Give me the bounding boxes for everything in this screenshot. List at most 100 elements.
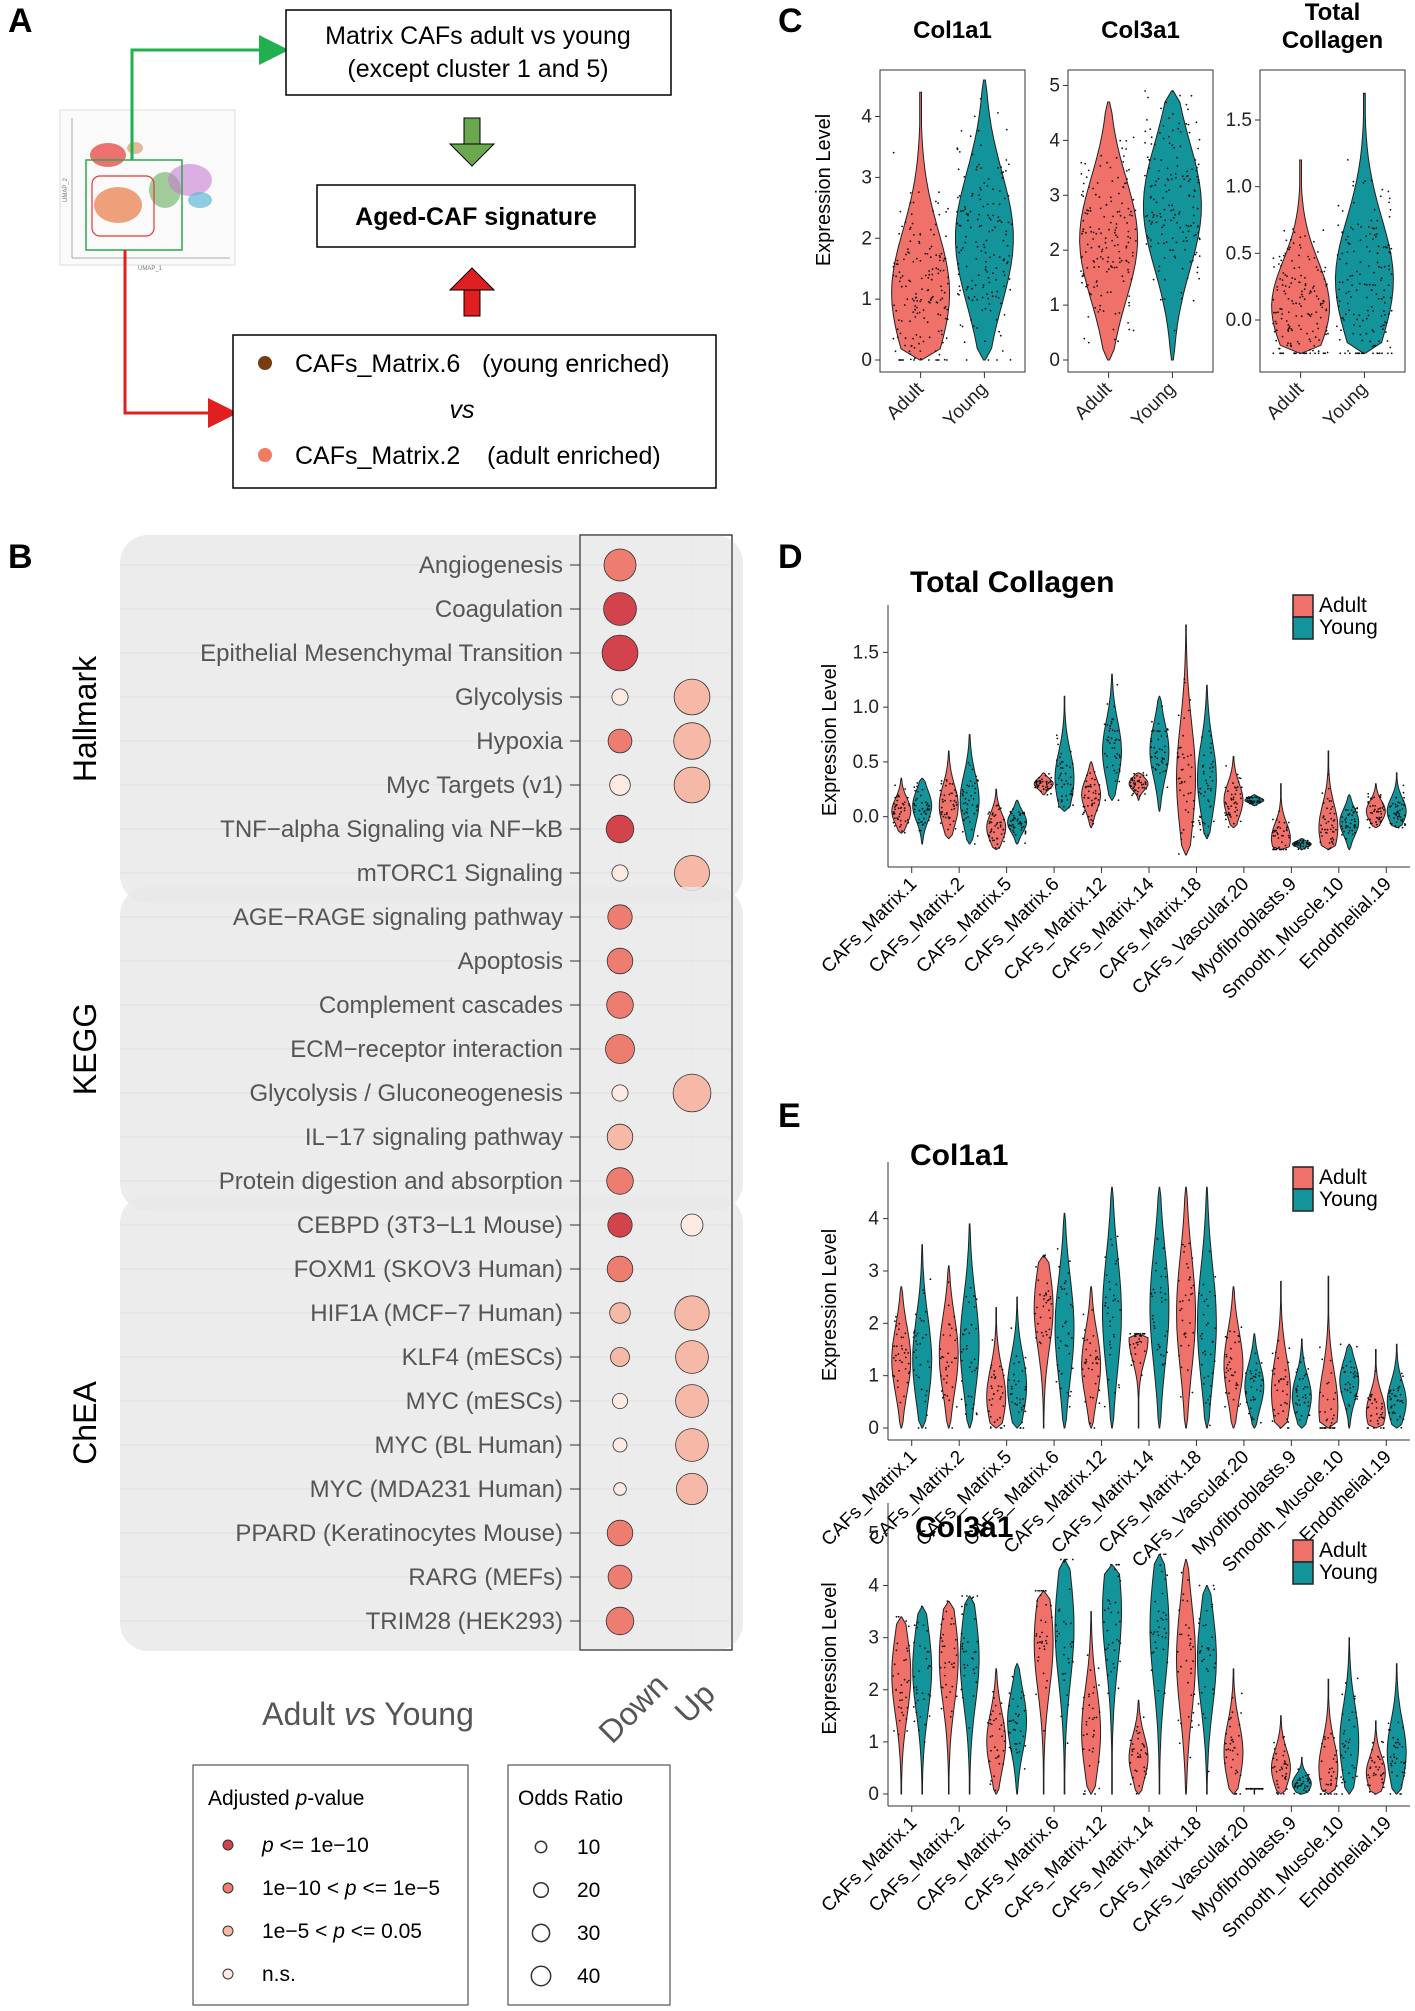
violin-cafs_matrix.18-adult-point xyxy=(1181,1319,1184,1322)
c-adult-point xyxy=(1300,305,1302,307)
c-adult-point xyxy=(1298,266,1301,269)
violin-cafs_matrix.12-adult-point xyxy=(1093,1427,1096,1429)
c-adult-point xyxy=(1282,352,1285,355)
c-adult-point xyxy=(1113,244,1116,247)
c-adult-point xyxy=(1134,228,1137,231)
c-young-point xyxy=(1159,132,1161,134)
violin-cafs_matrix.18-adult-point xyxy=(1177,714,1180,717)
violin-cafs_matrix.2-young-point xyxy=(972,798,975,800)
c-adult-point xyxy=(1273,266,1275,268)
c-young-point xyxy=(1380,277,1383,279)
violin-cafs_matrix.18-adult-point xyxy=(1183,1251,1185,1253)
violin-cafs_matrix.2-adult-point xyxy=(956,1337,959,1340)
c-young-point xyxy=(1365,284,1368,286)
c-adult-point xyxy=(1284,252,1287,255)
c-adult-point xyxy=(935,359,937,361)
violin-cafs_matrix.5-adult-point xyxy=(992,839,994,842)
c-young-point xyxy=(1194,159,1197,161)
violin-smooth_muscle.10-adult-point xyxy=(1331,830,1334,833)
violin-cafs_matrix.6-young-point xyxy=(1066,782,1069,785)
c-young-point xyxy=(1008,255,1010,257)
violin-smooth_muscle.10-young-point xyxy=(1344,1370,1346,1373)
violin-smooth_muscle.10-young-point xyxy=(1342,1778,1344,1781)
violin-myofibroblasts.9-young-violin xyxy=(1291,1757,1312,1795)
violin-cafs_matrix.14-adult-point xyxy=(1139,1332,1142,1335)
violin-cafs_matrix.2-young-point xyxy=(976,1640,978,1643)
violin-smooth_muscle.10-young-point xyxy=(1345,1364,1348,1367)
violin-cafs_matrix.12-adult-point xyxy=(1094,778,1096,781)
violin-cafs_matrix.5-young-point xyxy=(1024,1367,1027,1370)
c-young-point xyxy=(1190,94,1193,97)
violin-cafs_matrix.6-young-point xyxy=(1056,1336,1059,1339)
violin-myofibroblasts.9-young-point xyxy=(1302,1377,1304,1380)
c-young-point xyxy=(989,218,992,221)
violin-cafs_vascular.20-adult-point xyxy=(1225,765,1227,767)
c-young-point xyxy=(1006,262,1008,265)
c-adult-point xyxy=(1290,345,1293,348)
violin-cafs_matrix.5-young-point xyxy=(1013,1362,1015,1365)
violin-cafs_matrix.6-adult-point xyxy=(1045,1330,1047,1333)
c-young-point xyxy=(1347,350,1349,352)
green-connector-arrow xyxy=(130,35,289,160)
violin-smooth_muscle.10-adult-point xyxy=(1324,1427,1326,1429)
violin-cafs_matrix.6-young-point xyxy=(1061,795,1063,798)
c-adult-point xyxy=(917,191,920,194)
violin-cafs_matrix.12-adult-point xyxy=(1090,814,1093,817)
c-young-point xyxy=(1005,233,1007,236)
c-adult-point xyxy=(1322,300,1325,303)
violin-cafs_matrix.12-young-point xyxy=(1116,729,1119,732)
violin-cafs_matrix.12-adult-point xyxy=(1092,1707,1094,1710)
violin-myofibroblasts.9-young-point xyxy=(1307,1778,1310,1781)
violin-endothelial.19-adult-point xyxy=(1369,1420,1372,1422)
violin-cafs_matrix.12-adult-point xyxy=(1081,1707,1084,1710)
c-adult-point xyxy=(1312,287,1314,289)
c-young-point xyxy=(975,258,978,260)
violin-cafs_matrix.18-adult-point xyxy=(1182,1599,1184,1602)
violin-cafs_matrix.2-young-point xyxy=(962,802,965,805)
violin-cafs_matrix.2-adult-point xyxy=(955,791,958,794)
violin-cafs_matrix.12-adult-point xyxy=(1084,1790,1086,1792)
violin-cafs_matrix.5-adult-point xyxy=(988,811,991,814)
violin-cafs_matrix.14-young-point xyxy=(1166,1574,1169,1577)
c-young-point xyxy=(1146,156,1149,159)
violin-endothelial.19-young-point xyxy=(1397,1738,1399,1741)
c-young-point xyxy=(1380,325,1382,328)
violin-cafs_matrix.5-adult-point xyxy=(1002,828,1004,831)
c-young-point xyxy=(1352,184,1355,187)
violin-cafs_matrix.6-adult-point xyxy=(1043,1298,1045,1300)
c-adult-point xyxy=(1105,247,1108,249)
violin-smooth_muscle.10-adult-point xyxy=(1331,805,1334,808)
violin-cafs_matrix.12-young-point xyxy=(1118,739,1120,741)
violin-myofibroblasts.9-adult-point xyxy=(1271,1369,1274,1372)
violin-cafs_matrix.18-young-point xyxy=(1209,1395,1212,1398)
c-young-point xyxy=(1179,145,1182,148)
violin-myofibroblasts.9-young-point xyxy=(1302,1776,1304,1779)
violin-myofibroblasts.9-adult-violin xyxy=(1270,1715,1291,1795)
ytick-label: 1 xyxy=(868,1732,879,1753)
violin-endothelial.19-young-point xyxy=(1403,1775,1406,1777)
c-young-point xyxy=(999,302,1002,305)
c-adult-point xyxy=(1326,351,1329,354)
violin-cafs_matrix.2-adult-point xyxy=(946,1600,949,1603)
violin-cafs_vascular.20-adult-point xyxy=(1224,812,1226,814)
violin-myofibroblasts.9-young-point xyxy=(1297,843,1300,845)
c-adult-point xyxy=(1296,340,1299,343)
violin-cafs_matrix.1-adult-point xyxy=(899,807,902,809)
term-label: Glycolysis / Gluconeogenesis xyxy=(250,1080,563,1107)
c-young-point xyxy=(1370,179,1373,182)
violin-endothelial.19-young-point xyxy=(1403,1762,1405,1765)
violin-cafs_matrix.5-adult-point xyxy=(994,814,997,816)
violin-cafs_matrix.2-young-point xyxy=(962,1333,964,1336)
violin-cafs_matrix.2-adult-point xyxy=(943,1645,946,1647)
c-adult-point xyxy=(1125,148,1127,150)
legend-item-part: <= 0.05 xyxy=(345,1920,422,1943)
violin-cafs_vascular.20-young-point xyxy=(1249,1407,1252,1410)
violin-endothelial.19-young-point xyxy=(1393,817,1395,819)
c-adult-point xyxy=(1319,316,1322,319)
c-young-point xyxy=(1388,197,1391,200)
violin-cafs_matrix.1-young-point xyxy=(924,1647,926,1649)
c-young-point xyxy=(962,209,964,212)
violin-cafs_matrix.5-young-point xyxy=(1020,1691,1023,1693)
c-adult-point xyxy=(1315,311,1318,313)
violin-cafs_matrix.14-adult-point xyxy=(1131,1359,1134,1362)
